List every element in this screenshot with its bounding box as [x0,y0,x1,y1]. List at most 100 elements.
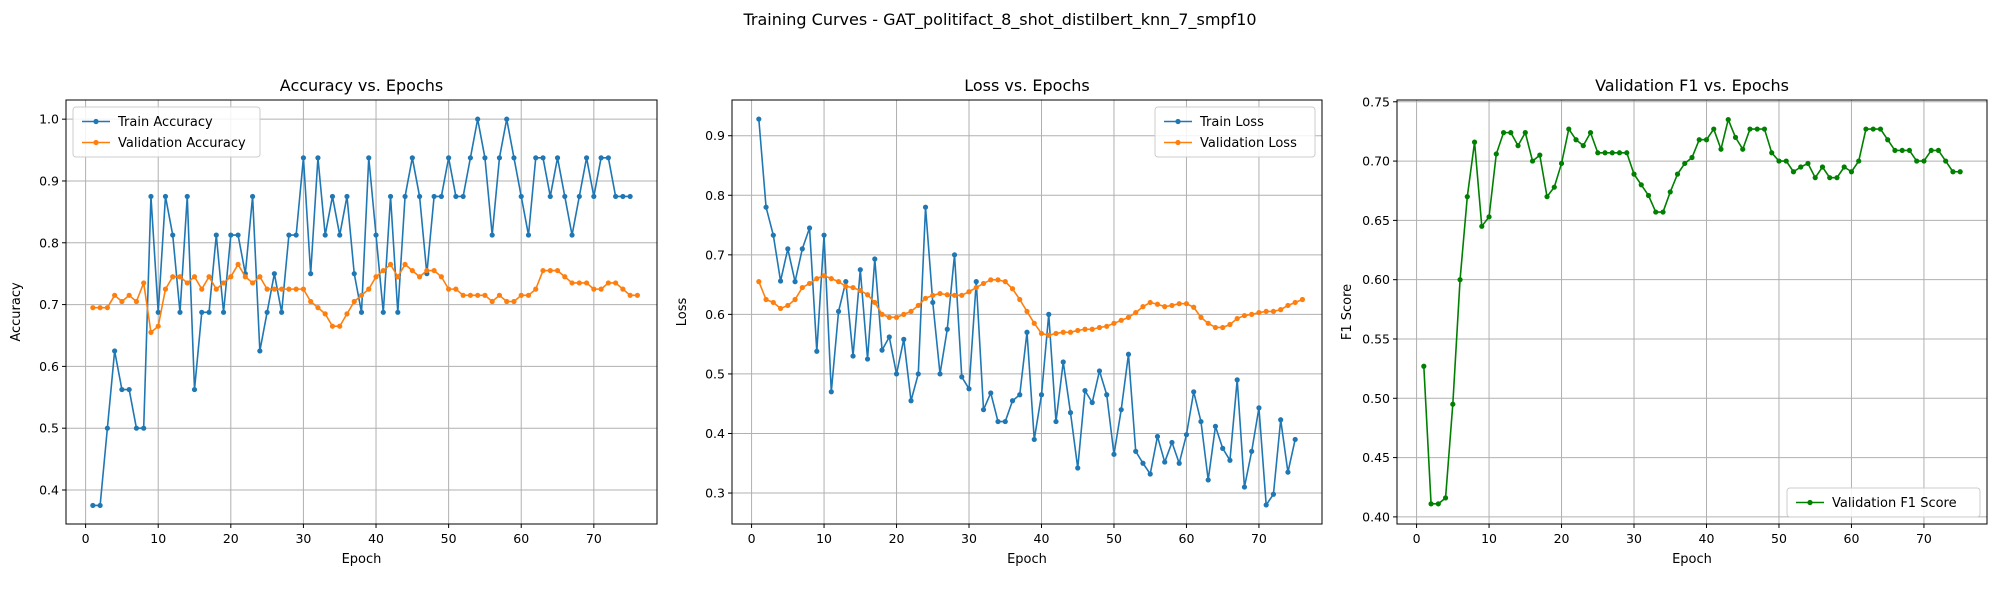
loss-xtick-label: 30 [961,531,977,546]
loss-series-0-point [821,232,827,238]
accuracy-series-1-point [576,280,582,286]
f1-series-0-point [1783,158,1789,164]
f1-ytick-label: 0.45 [1362,450,1390,465]
accuracy-xtick-label: 70 [586,531,602,546]
accuracy-xtick-label: 60 [513,531,529,546]
f1-series-0-point [1653,209,1659,215]
accuracy-series-1-point [460,292,466,298]
f1-legend-label-0: Validation F1 Score [1832,496,1957,511]
accuracy-ytick-label: 0.9 [39,173,59,188]
f1-series-0-point [1725,116,1731,123]
loss-series-0-point [1118,407,1124,413]
accuracy-series-1-point [431,267,437,274]
accuracy-series-0-point [482,155,488,161]
loss-series-0-point [872,256,878,262]
accuracy-series-1-point [416,274,423,280]
accuracy-series-0-point [358,309,365,315]
loss-series-1-point [1154,301,1161,307]
loss-series-0-point [1270,491,1277,497]
accuracy-series-0-point [329,193,336,200]
f1-series-0-point [1870,126,1876,132]
accuracy-xtick-label: 10 [150,531,166,546]
accuracy-series-0-point [438,193,444,200]
loss-series-0-point [1292,436,1298,443]
loss-series-1-point [806,280,813,287]
loss-xtick-label: 20 [889,531,905,546]
accuracy-series-0-point [496,155,503,161]
loss-series-0-point [1205,477,1211,483]
accuracy-series-0-point [228,232,234,238]
accuracy-series-1-point [315,305,321,311]
loss-series-0-point [1089,399,1095,406]
loss-chart-title: Loss vs. Epochs [964,76,1089,95]
accuracy-series-0-point [271,271,277,277]
f1-series-0-point [1841,164,1847,170]
loss-series-1-point [1140,304,1146,310]
accuracy-series-1-point [475,292,481,298]
loss-series-0-point [1263,502,1269,508]
loss-ytick-label: 0.4 [705,426,725,441]
loss-series-0-point [973,279,979,285]
f1-series-0-point [1580,143,1586,149]
f1-series-0-point [1732,134,1739,140]
loss-series-0-point [915,371,921,377]
loss-series-0-point [1082,388,1088,394]
f1-series-0-point [1682,160,1688,167]
f1-series-0-point [1515,143,1521,149]
f1-series-0-point [1587,130,1594,136]
accuracy-series-1-point [358,292,365,298]
accuracy-series-1-point [482,292,488,298]
accuracy-series-1-point [446,286,452,292]
accuracy-series-1-point [613,280,619,286]
accuracy-series-1-point [496,292,503,298]
loss-series-1-point [1009,286,1016,292]
loss-series-0-point [799,246,805,252]
loss-series-1-point [828,276,834,282]
loss-series-1-point [1024,308,1030,315]
loss-series-1-point [821,273,827,279]
accuracy-series-0-point [605,155,611,161]
f1-series-0-point [1522,130,1528,136]
accuracy-series-0-point [460,193,466,200]
loss-y-axis-label: Loss [675,298,690,327]
accuracy-series-0-point [112,348,118,354]
loss-series-1-point [995,277,1001,283]
loss-series-0-point [1256,405,1262,411]
accuracy-series-1-point [562,274,568,280]
accuracy-ytick-label: 0.5 [39,421,59,436]
accuracy-series-1-point [489,298,495,305]
accuracy-xtick-label: 0 [82,531,90,546]
loss-series-1-point [1241,312,1248,319]
loss-series-0-point [1220,445,1226,451]
accuracy-series-0-point [199,309,205,315]
loss-series-1-point [872,299,878,306]
f1-series-0-point [1935,147,1942,154]
loss-series-0-point [756,116,762,122]
loss-series-0-point [1096,368,1103,374]
loss-xtick-label: 40 [1034,531,1050,546]
loss-series-1-point [1220,324,1226,331]
loss-series-0-point [901,336,907,342]
loss-series-0-point [988,390,994,396]
loss-series-1-point [1263,308,1269,315]
accuracy-series-0-point [540,155,546,161]
accuracy-series-1-point [554,267,561,274]
loss-series-0-point [1031,436,1037,443]
loss-series-0-point [922,204,929,210]
accuracy-ytick-label: 0.4 [39,483,59,498]
accuracy-series-1-point [424,267,430,274]
loss-panel: 0 10 20 30 40 50 60 70 0.3 0.4 0.5 0.6 0.7 0.8 0.9 Loss… [675,76,1323,567]
accuracy-series-0-point [554,155,561,161]
accuracy-series-1-point [329,323,336,329]
f1-series-0-point [1450,401,1456,407]
loss-series-0-point [937,371,943,377]
accuracy-series-0-point [525,232,532,238]
loss-series-1-point [1176,301,1182,307]
loss-legend-box [1154,106,1316,158]
f1-xtick-label: 70 [1916,531,1932,546]
loss-series-1-point [1270,308,1277,315]
f1-panel: 0 10 20 30 40 50 60 70 0.40 0.45 0.50 0.55 0.60 0.65 0… [1340,76,1988,567]
loss-series-0-point [850,353,856,359]
accuracy-series-0-point [475,116,481,122]
f1-xtick-label: 30 [1626,531,1642,546]
